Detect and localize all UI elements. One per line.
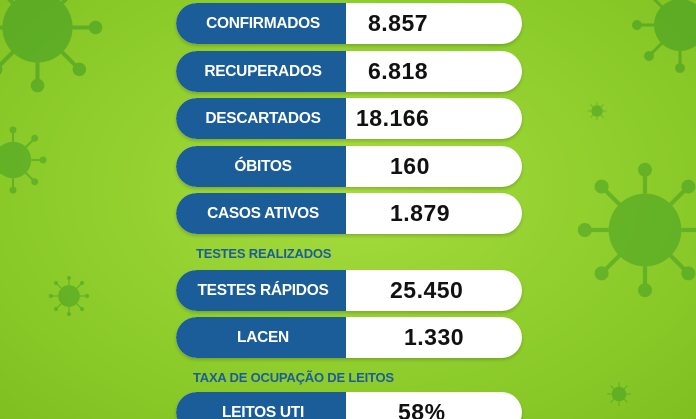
- virus-icon: [0, 125, 48, 195]
- section-title-leitos: TAXA DE OCUPAÇÃO DE LEITOS: [193, 370, 394, 385]
- stat-row-obitos: ÓBITOS 160: [176, 146, 522, 187]
- stat-row-descartados: DESCARTADOS 18.166: [176, 98, 522, 139]
- stat-value: 6.818: [368, 58, 429, 84]
- stat-row-casos-ativos: CASOS ATIVOS 1.879: [176, 193, 522, 234]
- stat-row-leitos-uti: LEITOS UTI 58%: [176, 392, 522, 419]
- stat-row-recuperados: RECUPERADOS 6.818: [176, 51, 522, 92]
- stat-value: 160: [390, 153, 430, 179]
- stat-value: 1.879: [390, 200, 451, 226]
- stat-label: TESTES RÁPIDOS: [176, 270, 346, 311]
- stat-row-lacen: LACEN 1.330: [176, 317, 522, 358]
- stat-label: LEITOS UTI: [176, 392, 346, 419]
- section-title-testes: TESTES REALIZADOS: [196, 246, 332, 261]
- stat-value: 25.450: [390, 277, 464, 303]
- stat-label: CASOS ATIVOS: [176, 193, 346, 234]
- stat-row-testes-rapidos: TESTES RÁPIDOS 25.450: [176, 270, 522, 311]
- virus-icon: [586, 100, 608, 122]
- stat-value: 58%: [398, 399, 446, 419]
- stat-label: ÓBITOS: [176, 146, 346, 187]
- stat-row-confirmados: CONFIRMADOS 8.857: [176, 3, 522, 44]
- stat-label: RECUPERADOS: [176, 51, 346, 92]
- virus-icon: [630, 0, 696, 75]
- stat-value: 18.166: [356, 105, 430, 131]
- virus-icon: [48, 275, 90, 317]
- stat-value: 8.857: [368, 10, 429, 36]
- stat-label: CONFIRMADOS: [176, 3, 346, 44]
- virus-icon: [575, 160, 696, 300]
- stat-label: LACEN: [176, 317, 346, 358]
- stat-label: DESCARTADOS: [176, 98, 346, 139]
- virus-icon: [605, 380, 633, 408]
- stat-value: 1.330: [404, 324, 465, 350]
- virus-icon: [0, 0, 105, 95]
